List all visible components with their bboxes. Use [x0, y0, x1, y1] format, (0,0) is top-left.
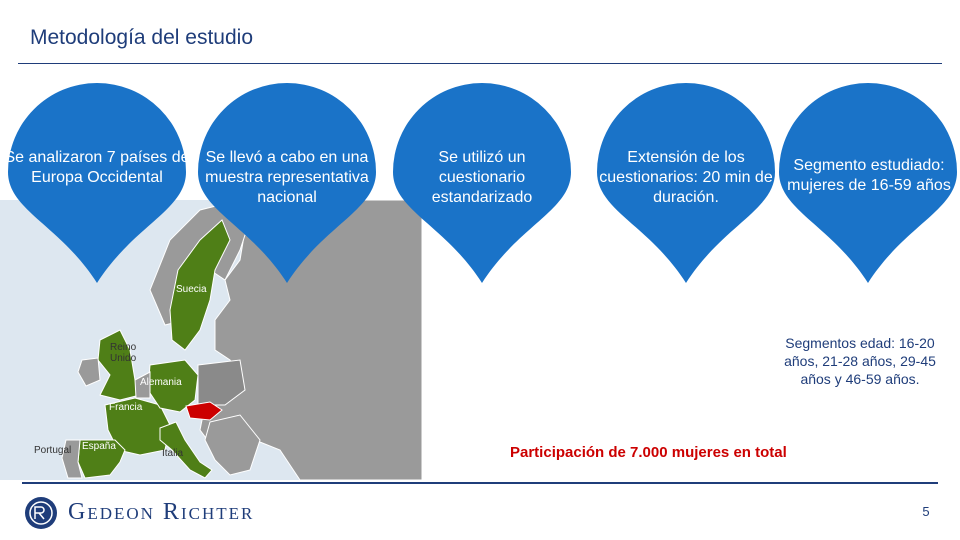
map-country-portugal: [61, 439, 83, 479]
map-country-sweden: [169, 219, 231, 351]
map-land-benelux: [134, 371, 151, 399]
pin-marker-sample: [198, 83, 376, 283]
pin-text-sample: Se llevó a cabo en una muestra represent…: [205, 149, 369, 206]
map-label-francia: Francia: [109, 402, 143, 413]
pin-marker-questionnaire: [393, 83, 571, 283]
map-land-balkans: [204, 414, 261, 476]
map-country-uk: [97, 329, 141, 401]
title-divider: [18, 63, 942, 64]
map-country-france: [104, 397, 171, 456]
map-label-portugal: Portugal: [34, 445, 72, 456]
pin-marker-duration: [597, 83, 775, 283]
pin-text-duration: Extensión de los cuestionarios: 20 min d…: [599, 149, 773, 206]
age-segments-text: Segmentos edad: 16-20 años, 21-28 años, …: [784, 335, 936, 387]
gedeon-richter-logo-icon: [25, 497, 57, 529]
map-label-alemania: Alemania: [140, 377, 182, 388]
map-land-central: [197, 359, 246, 406]
map-label-reino-unido: Reino Unido: [110, 342, 137, 364]
pin-text-questionnaire: Se utilizó un cuestionario estandarizado: [431, 149, 533, 206]
footer-divider: [22, 482, 938, 484]
map-country-ireland: [77, 357, 101, 387]
map-label-italia: Italia: [162, 448, 184, 459]
map-label-espana: España: [82, 441, 116, 452]
map-label-suecia: Suecia: [176, 284, 207, 295]
brand-name: Gedeon Richter: [68, 499, 255, 525]
pin-marker-segment: [779, 83, 957, 283]
pin-text-segment: Segmento estudiado: mujeres de 16-59 año…: [787, 157, 951, 194]
map-country-hungary: [185, 401, 223, 421]
page-number: 5: [922, 504, 930, 519]
map-country-italy: [159, 421, 213, 479]
participation-text: Participación de 7.000 mujeres en total: [510, 444, 787, 461]
pin-marker-countries: [8, 83, 186, 283]
pin-text-countries: Se analizaron 7 países de Europa Occiden…: [4, 149, 190, 186]
page-title: Metodología del estudio: [30, 26, 253, 49]
